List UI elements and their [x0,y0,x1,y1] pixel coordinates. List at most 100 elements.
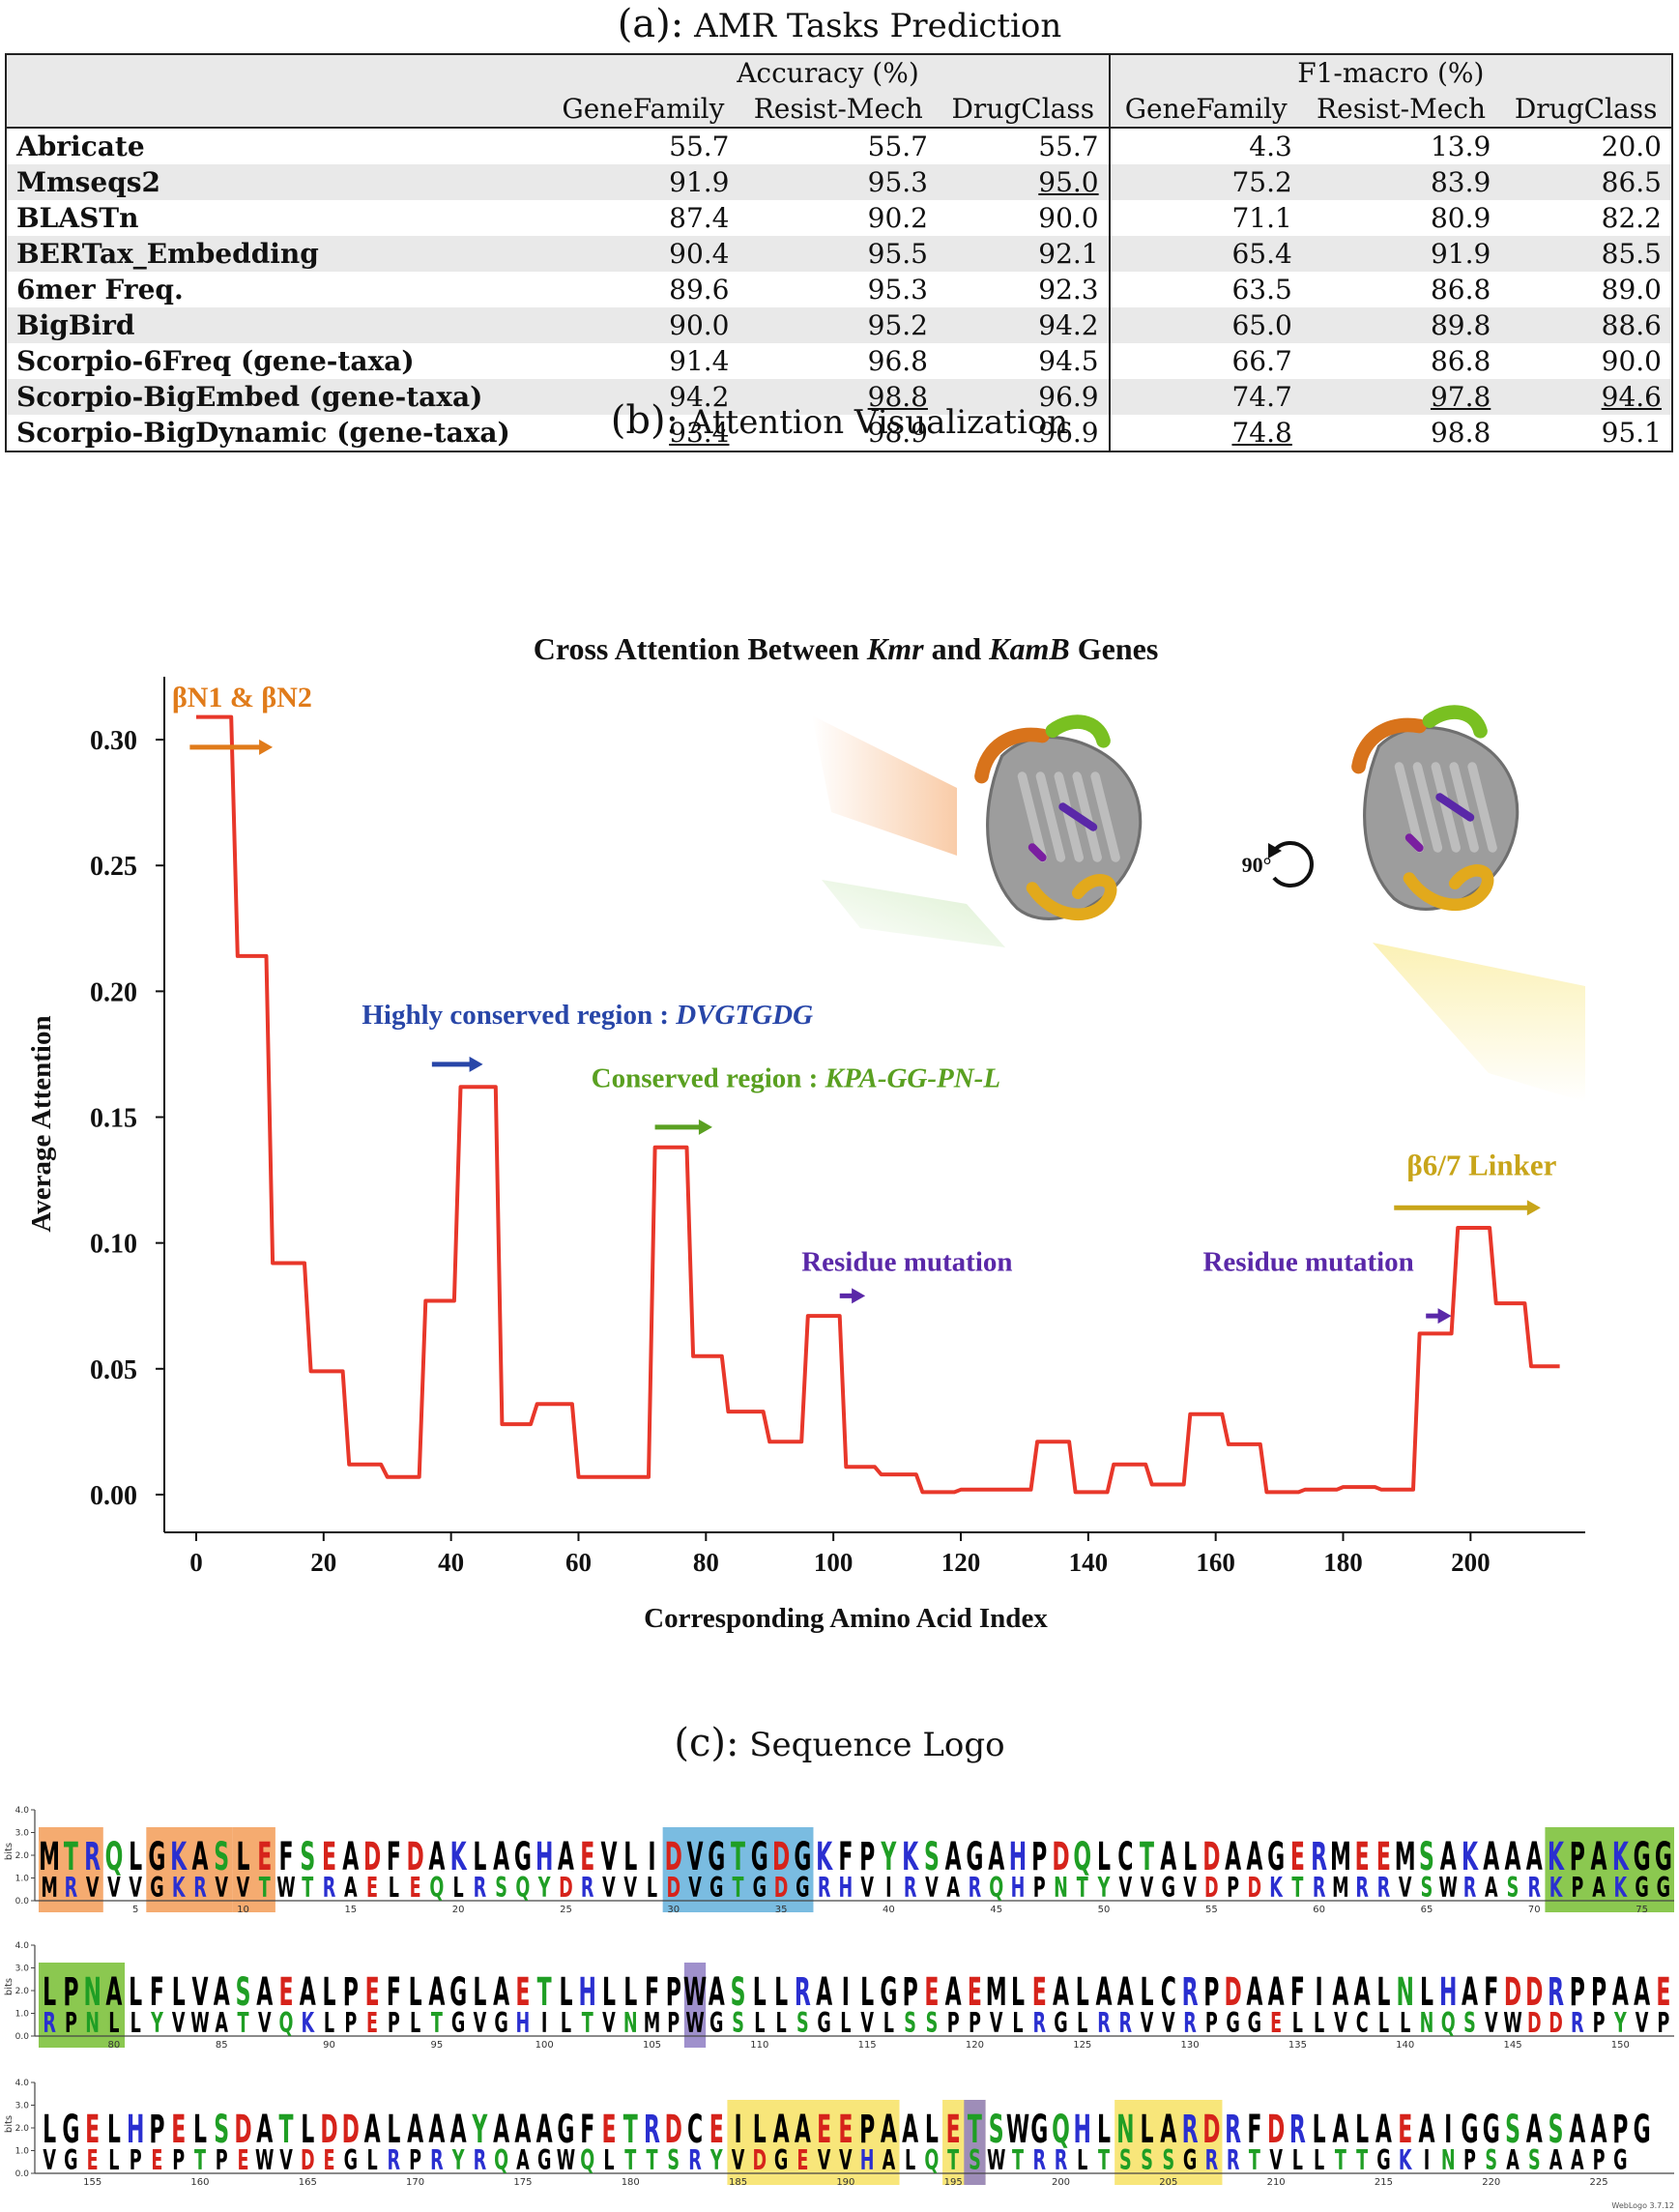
panel-c-text: Sequence Logo [749,1726,1005,1764]
logo-letter: E [1398,2107,1412,2152]
logo-letter: G [1483,2107,1500,2152]
logo-letter: E [171,2107,186,2152]
logo-letter: E [1290,1834,1305,1879]
logo-y-axis-label: bits [4,1978,14,1995]
logo-letter: L [1314,2006,1324,2039]
logo-letter: F [1484,1969,1498,2015]
logo-letter: A [407,2107,423,2152]
logo-letter: K [816,1834,833,1879]
logo-letter: L [410,2006,420,2039]
table-cell: 55.7 [867,131,928,162]
method-name: Scorpio-BigDynamic (gene-taxa) [16,417,510,449]
logo-highlight-box [1115,2100,1223,2185]
logo-letter: G [148,1834,165,1879]
logo-letter: R [1182,1969,1199,2015]
logo-letter: A [988,1834,1004,1879]
logo-letter: G [1613,2143,1627,2176]
logo-letter: W [1439,1871,1458,1904]
logo-letter: M [41,1871,58,1904]
logo-letter: D [1504,1969,1521,2015]
group-header-accuracy: Accuracy (%) [547,54,1110,91]
logo-letter: H [127,2107,144,2152]
logo-letter: T [1098,2143,1111,2176]
annotation-arrow-head [259,739,274,755]
logo-highlight-box [232,1827,275,1912]
logo-letter: G [966,1834,983,1879]
logo-y-tick-label: 3.0 [15,1965,30,1974]
logo-letter: P [130,2143,142,2176]
x-tick-label: 0 [189,1548,203,1577]
method-name: 6mer Freq. [16,274,184,306]
table-cell: 98.8 [1430,417,1491,449]
logo-letter: V [172,2006,186,2039]
table-row: Scorpio-BigDynamic (gene-taxa) 93.4 98.9 96… [6,415,1672,451]
logo-letter: V [1485,2006,1498,2039]
logo-position-label: 210 [1267,2177,1286,2188]
chart-title: Cross Attention Between Kmr and KamB Gen… [534,631,1159,666]
logo-letter: L [129,1969,142,2015]
table-cell: 89.8 [1301,307,1501,343]
table-cell: 95.1 [1601,417,1662,449]
logo-letter: T [237,2006,249,2039]
logo-letter: L [409,1969,422,2015]
x-tick-label: 120 [941,1548,981,1577]
annotation-hc: Highly conserved region : DVGTGDG [362,1000,813,1072]
logo-letter: A [1462,1969,1478,2015]
logo-letter: R [1097,2006,1111,2039]
logo-letter: P [1033,1871,1046,1904]
table-body: Abricate 55.7 55.7 55.7 4.3 13.9 20.0 Mmseqs2 91… [6,128,1672,451]
logo-y-axis-label: bits [4,1843,14,1860]
logo-letter: A [1375,2107,1392,2152]
logo-letter: A [493,2107,509,2152]
logo-position-label: 180 [622,2177,640,2188]
logo-letter: A [1549,2143,1563,2176]
logo-letter: R [474,2143,487,2176]
logo-letter: V [86,1871,100,1904]
panel-b-letter: (b): [610,398,680,443]
attention-series-line [196,714,1560,1495]
logo-letter: T [1012,2143,1025,2176]
logo-y-tick-label: 3.0 [15,1829,30,1839]
annotation-label: Conserved region : KPA-GG-PN-L [592,1062,1000,1093]
logo-letter: A [1246,1834,1262,1879]
logo-letter: E [366,1871,378,1904]
y-tick-label: 0.00 [90,1481,137,1511]
table-cell: 90.0 [547,307,739,343]
logo-letter: V [990,2006,1003,2039]
logo-letter: Y [537,1871,551,1904]
annotation-rm1: Residue mutation [801,1246,1013,1304]
logo-letter: D [363,1834,381,1879]
logo-letter: L [323,1969,336,2015]
logo-letter: F [387,1834,401,1879]
logo-letter: L [905,2143,915,2176]
logo-letter: G [1376,2143,1390,2176]
table-cell: 66.7 [1108,343,1302,379]
logo-letter: V [1162,2006,1175,2039]
logo-letter: T [537,1969,552,2015]
protein-structure-front [974,714,1143,921]
logo-letter: G [708,1834,725,1879]
logo-position-label: 225 [1590,2177,1608,2188]
table-cell: 65.0 [1108,307,1302,343]
logo-letter: I [1424,2143,1431,2176]
table-cell: 71.1 [1108,200,1302,236]
logo-letter: P [1205,2006,1218,2039]
table-corner [6,54,548,91]
logo-position-label: 25 [560,1905,572,1915]
table-cell: 98.9 [867,417,928,449]
logo-letter: G [557,2107,574,2152]
logo-letter: D [665,1834,682,1879]
logo-letter: L [623,1969,637,2015]
logo-letter: R [688,2143,702,2176]
annotation-arrow-head [1526,1200,1541,1216]
logo-letter: P [1593,2006,1606,2039]
logo-letter: T [1356,2143,1369,2176]
logo-letter: L [43,2107,56,2152]
logo-letter: Q [989,1871,1003,1904]
logo-position-label: 115 [858,2040,877,2051]
logo-letter: Q [1073,1834,1091,1879]
logo-letter: D [665,2107,682,2152]
logo-y-tick-label: 4.0 [15,1941,30,1951]
logo-letter: Y [881,1834,897,1879]
logo-letter: D [559,1871,573,1904]
